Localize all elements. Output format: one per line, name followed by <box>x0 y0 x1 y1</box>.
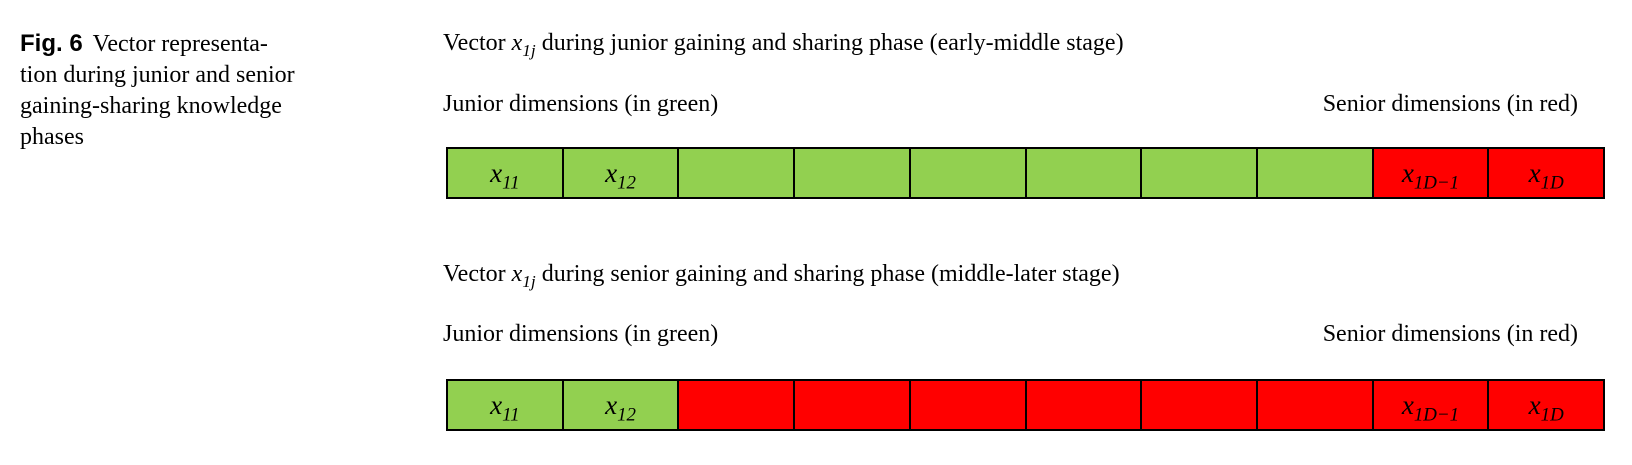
vector-cell: x1D−1 <box>1373 149 1490 197</box>
vector-bar-junior-phase: x11 x12 x1D−1 x1D <box>446 147 1605 199</box>
figure-number-label: Fig. 6 <box>20 30 83 57</box>
vector-cell: x1D <box>1489 381 1604 429</box>
heading-text-pre: Vector <box>443 30 512 56</box>
cell-label: x11 <box>490 157 520 193</box>
vector-cell <box>1026 149 1143 197</box>
vector-cell <box>1142 381 1258 429</box>
vector-cell <box>910 381 1027 429</box>
vector-cell <box>679 381 796 429</box>
section1-junior-dimensions-label: Junior dimensions (in green) <box>443 91 719 117</box>
heading-text-post: during senior gaining and sharing phase … <box>535 261 1120 287</box>
vector-cell <box>1257 149 1374 197</box>
section2-senior-dimensions-label: Senior dimensions (in red) <box>1322 321 1578 347</box>
cell-label: x1D <box>1528 389 1564 425</box>
caption-line: phases <box>20 124 84 150</box>
cell-label: x1D−1 <box>1401 389 1460 425</box>
vector-cell: x1D <box>1489 149 1604 197</box>
heading-text-post: during junior gaining and sharing phase … <box>535 30 1124 56</box>
section1-heading: Vector x1j during junior gaining and sha… <box>443 30 1124 60</box>
section2-heading: Vector x1j during senior gaining and sha… <box>443 261 1120 291</box>
vector-cell <box>1142 149 1258 197</box>
vector-cell: x11 <box>448 149 564 197</box>
caption-line: tion during junior and senior <box>20 62 295 88</box>
vector-cell: x11 <box>448 381 564 429</box>
cell-label: x12 <box>605 389 636 425</box>
cell-label: x1D <box>1528 157 1564 193</box>
cell-label: x1D−1 <box>1401 157 1460 193</box>
vector-cell <box>910 149 1027 197</box>
vector-cell <box>795 149 911 197</box>
heading-text-pre: Vector <box>443 261 512 287</box>
cell-label: x12 <box>605 157 636 193</box>
caption-text: Vector representa- <box>92 31 268 57</box>
cell-label: x11 <box>490 389 520 425</box>
vector-cell <box>795 381 911 429</box>
vector-cell <box>1257 381 1374 429</box>
caption-line: Fig. 6 Vector representa- <box>20 28 350 60</box>
math-x1j: x1j <box>511 30 536 60</box>
section1-senior-dimensions-label: Senior dimensions (in red) <box>1322 91 1578 117</box>
caption-line: gaining-sharing knowledge <box>20 93 282 119</box>
figure-caption: Fig. 6 Vector representa- tion during jun… <box>20 28 350 153</box>
vector-bar-senior-phase: x11 x12 x1D−1 x1D <box>446 379 1605 431</box>
vector-cell: x1D−1 <box>1373 381 1490 429</box>
section2-junior-dimensions-label: Junior dimensions (in green) <box>443 321 719 347</box>
math-x1j: x1j <box>511 261 536 291</box>
vector-cell: x12 <box>563 149 680 197</box>
vector-cell <box>1026 381 1143 429</box>
vector-cell: x12 <box>563 381 680 429</box>
vector-cell <box>679 149 796 197</box>
